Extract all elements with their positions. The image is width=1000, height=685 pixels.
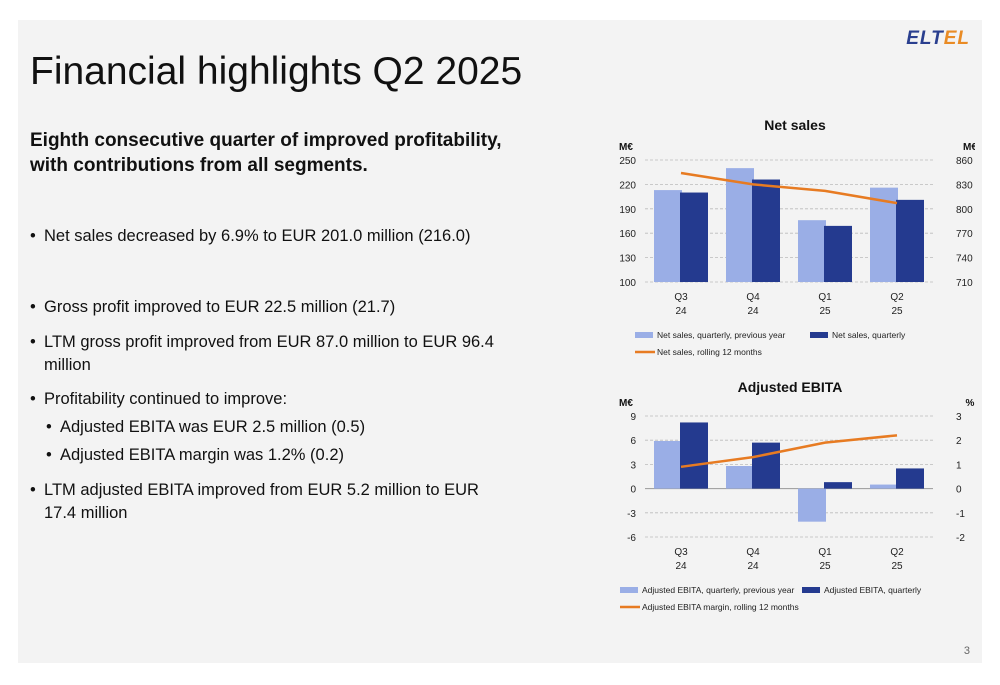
y-tick-label-right: 0 — [956, 485, 962, 496]
x-tick-label-year: 25 — [891, 306, 903, 317]
y-tick-label-left: 9 — [630, 412, 636, 423]
bar-quarterly — [824, 482, 852, 489]
bar-quarterly — [752, 442, 780, 489]
y-tick-label-left: -3 — [627, 509, 636, 520]
y-tick-label-right: 860 — [956, 156, 973, 167]
legend-swatch — [635, 332, 653, 338]
x-tick-label-year: 24 — [747, 561, 759, 572]
y-tick-label-right: 710 — [956, 278, 973, 289]
y-tick-label-left: 250 — [619, 156, 636, 167]
rolling-12-months-line — [680, 171, 898, 205]
bar-previous-year — [798, 488, 826, 522]
bar-quarterly — [824, 225, 852, 282]
bar-previous-year — [870, 484, 898, 489]
bar-previous-year — [654, 190, 682, 282]
y-tick-label-left: 190 — [619, 205, 636, 216]
legend-swatch — [620, 587, 638, 593]
y-tick-label-right: -1 — [956, 509, 965, 520]
bar-quarterly — [680, 192, 708, 282]
legend-label: Adjusted EBITA margin, rolling 12 months — [642, 602, 799, 612]
x-tick-label: Q1 — [818, 547, 832, 558]
y-tick-label-right: 800 — [956, 205, 973, 216]
logo-accent: EL — [943, 28, 970, 49]
bullet-text: LTM gross profit improved from EUR 87.0 … — [44, 333, 494, 374]
x-tick-label-year: 24 — [747, 306, 759, 317]
bar-quarterly — [752, 179, 780, 282]
page-number: 3 — [963, 645, 970, 657]
bar-quarterly — [680, 422, 708, 489]
slide: Financial highlights Q2 2025 ELTEL Eight… — [18, 20, 982, 663]
x-tick-label-year: 25 — [819, 561, 831, 572]
bar-previous-year — [798, 220, 826, 282]
legend-label: Adjusted EBITA, quarterly, previous year — [642, 585, 794, 595]
y-axis-label-right: M€ — [963, 142, 975, 153]
bullet-text: Profitability continued to improve: — [44, 390, 288, 408]
y-axis-label-left: M€ — [619, 398, 633, 409]
company-logo: ELTEL — [906, 28, 970, 50]
y-tick-label-left: 0 — [630, 485, 636, 496]
x-tick-label: Q2 — [890, 547, 904, 558]
y-tick-label-left: 6 — [630, 436, 636, 447]
bullet-text: LTM adjusted EBITA improved from EUR 5.2… — [44, 481, 479, 522]
x-tick-label: Q2 — [890, 292, 904, 303]
y-tick-label-left: -6 — [627, 533, 636, 544]
legend-label: Adjusted EBITA, quarterly — [824, 585, 922, 595]
x-tick-label-year: 24 — [675, 561, 687, 572]
y-tick-label-left: 100 — [619, 278, 636, 289]
chart-title: Adjusted EBITA — [738, 379, 843, 395]
y-tick-label-left: 160 — [619, 229, 636, 240]
x-tick-label-year: 25 — [891, 561, 903, 572]
adjusted-ebita-chart: Adjusted EBITA M€ % -6 -3 0 3 6 9 -2 -1 0 1 2 3 Q3 24 Q4 2… — [619, 379, 975, 612]
bullet-text: Net sales decreased by 6.9% to EUR 201.0… — [44, 227, 471, 245]
rolling-12-months-line — [680, 434, 898, 469]
x-tick-label: Q4 — [746, 292, 760, 303]
x-tick-label-year: 24 — [675, 306, 687, 317]
y-axis-label-left: M€ — [619, 142, 633, 153]
bullet-text: Adjusted EBITA margin was 1.2% (0.2) — [60, 446, 344, 464]
y-tick-label-right: -2 — [956, 533, 965, 544]
x-tick-label: Q1 — [818, 292, 832, 303]
bar-previous-year — [726, 466, 754, 489]
y-tick-label-left: 130 — [619, 254, 636, 265]
legend-label: Net sales, quarterly, previous year — [657, 330, 786, 340]
x-tick-label: Q3 — [674, 292, 688, 303]
y-tick-label-right: 2 — [956, 436, 962, 447]
chart-title: Net sales — [764, 117, 826, 133]
bar-quarterly — [896, 468, 924, 489]
legend-label: Net sales, quarterly — [832, 330, 906, 340]
x-tick-label-year: 25 — [819, 306, 831, 317]
bar-previous-year — [654, 441, 682, 489]
bar-previous-year — [726, 168, 754, 282]
y-tick-label-right: 830 — [956, 180, 973, 191]
slide-subtitle: Eighth consecutive quarter of improved p… — [30, 130, 502, 176]
y-tick-label-right: 1 — [956, 460, 962, 471]
bullet-text: Adjusted EBITA was EUR 2.5 million (0.5) — [60, 418, 366, 436]
legend-swatch — [810, 332, 828, 338]
logo-main: ELT — [906, 28, 944, 49]
x-tick-label: Q3 — [674, 547, 688, 558]
legend-swatch — [802, 587, 820, 593]
y-tick-label-left: 3 — [630, 460, 636, 471]
bullet-text: Gross profit improved to EUR 22.5 millio… — [44, 298, 396, 316]
net-sales-chart: Net sales M€ M€ 100 130 160 190 220 250 710 740 770… — [619, 117, 975, 357]
y-tick-label-right: 770 — [956, 229, 973, 240]
y-tick-label-left: 220 — [619, 180, 636, 191]
y-tick-label-right: 740 — [956, 254, 973, 265]
y-tick-label-right: 3 — [956, 412, 962, 423]
bar-quarterly — [896, 199, 924, 282]
legend-label: Net sales, rolling 12 months — [657, 347, 762, 357]
x-tick-label: Q4 — [746, 547, 760, 558]
page-title: Financial highlights Q2 2025 — [30, 50, 523, 93]
y-axis-label-right: % — [966, 398, 975, 409]
